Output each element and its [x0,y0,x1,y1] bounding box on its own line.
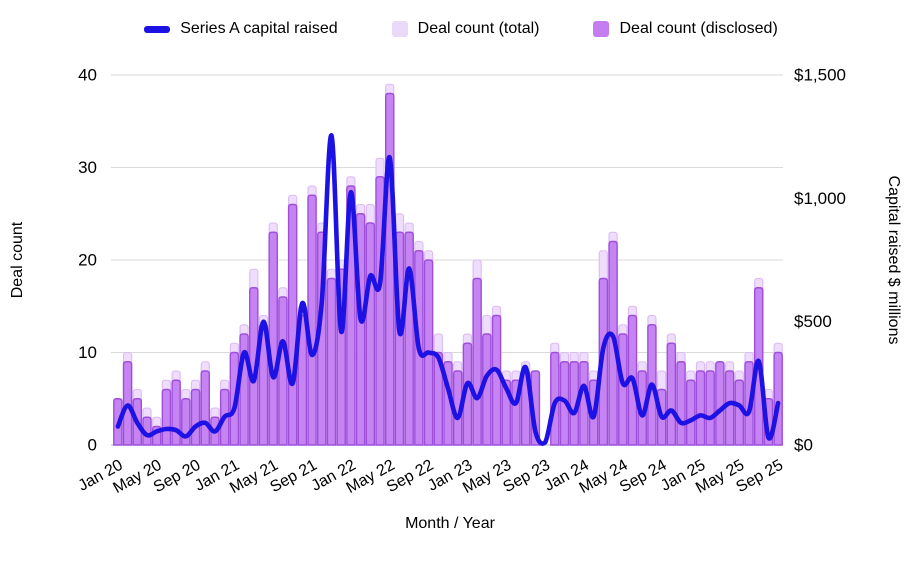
legend-item-total[interactable]: Deal count (total) [391,20,540,38]
disclosed-swatch-icon [593,21,610,37]
disclosed-bar[interactable] [404,231,414,446]
disclosed-bar[interactable] [200,370,211,446]
disclosed-bar[interactable] [190,388,201,446]
disclosed-bar[interactable] [287,203,298,446]
disclosed-bar[interactable] [326,277,337,446]
disclosed-bar[interactable] [384,92,395,446]
y-right-tick-label: $1,500 [794,66,846,85]
disclosed-bar[interactable] [618,333,628,446]
legend: Series A capital raised Deal count (tota… [0,20,922,38]
disclosed-bar[interactable] [307,194,317,446]
disclosed-bar[interactable] [472,277,482,446]
y-left-tick-label: 40 [78,66,97,85]
legend-label-total: Deal count (total) [417,20,540,37]
y-left-tick-label: 10 [78,343,97,362]
capital-raised-line[interactable] [115,133,781,446]
y-left-tick-label: 0 [88,436,97,455]
disclosed-bar[interactable] [365,222,376,446]
y-right-tick-label: $1,000 [794,189,846,208]
disclosed-bar[interactable] [724,370,735,446]
disclosed-bar[interactable] [452,370,463,446]
legend-label-disclosed: Deal count (disclosed) [619,20,778,37]
legend-item-capital[interactable]: Series A capital raised [144,20,338,38]
disclosed-bar[interactable] [695,370,706,446]
disclosed-bar[interactable] [482,333,492,446]
disclosed-bar[interactable] [705,370,715,446]
disclosed-bar[interactable] [773,351,783,446]
y-left-tick-label: 30 [78,158,97,177]
legend-item-disclosed[interactable]: Deal count (disclosed) [593,20,778,38]
legend-label-capital: Series A capital raised [180,20,338,37]
total-swatch-icon [391,21,408,37]
disclosed-bar[interactable] [715,361,725,446]
disclosed-bar[interactable] [685,379,696,446]
disclosed-bar[interactable] [569,361,579,446]
y-right-tick-label: $500 [794,312,832,331]
disclosed-bar[interactable] [171,379,181,446]
disclosed-bar[interactable] [637,370,647,446]
line-swatch-icon [144,25,171,33]
x-axis-title: Month / Year [405,515,495,532]
disclosed-bar[interactable] [491,314,502,446]
disclosed-bar[interactable] [462,342,473,446]
disclosed-bar[interactable] [579,361,589,446]
disclosed-bar[interactable] [249,287,259,446]
disclosed-bar[interactable] [142,416,152,446]
y-left-tick-label: 20 [78,251,97,270]
disclosed-bar[interactable] [734,379,745,446]
disclosed-bar[interactable] [268,231,278,446]
disclosed-bar[interactable] [161,388,172,446]
disclosed-bar[interactable] [666,342,677,446]
disclosed-bar[interactable] [278,296,288,446]
disclosed-bar[interactable] [676,361,686,446]
y-right-tick-label: $0 [794,436,813,455]
